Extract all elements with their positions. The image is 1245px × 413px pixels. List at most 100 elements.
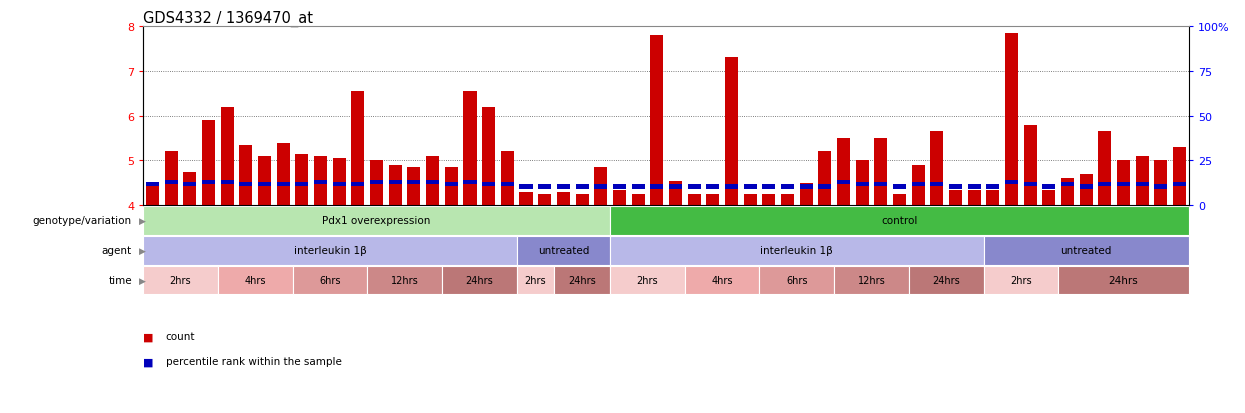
Bar xyxy=(557,192,570,206)
Text: 4hrs: 4hrs xyxy=(244,275,266,285)
Bar xyxy=(984,236,1189,265)
Bar xyxy=(610,266,685,295)
Bar xyxy=(143,206,610,235)
Bar xyxy=(538,195,552,206)
Text: 2hrs: 2hrs xyxy=(636,275,659,285)
Bar xyxy=(183,183,197,187)
Text: 2hrs: 2hrs xyxy=(1010,275,1032,285)
Bar xyxy=(202,180,215,185)
Text: 4hrs: 4hrs xyxy=(711,275,733,285)
Bar xyxy=(500,152,514,206)
Bar xyxy=(818,185,832,189)
Bar xyxy=(986,190,1000,206)
Text: Pdx1 overexpression: Pdx1 overexpression xyxy=(322,216,431,226)
Bar xyxy=(706,185,720,189)
Bar xyxy=(834,266,909,295)
Bar xyxy=(1058,266,1189,295)
Bar xyxy=(759,266,834,295)
Bar xyxy=(1042,185,1056,189)
Bar xyxy=(837,180,850,185)
Bar xyxy=(220,180,234,185)
Bar xyxy=(986,185,1000,189)
Bar xyxy=(725,185,738,189)
Bar xyxy=(1005,180,1018,185)
Bar xyxy=(911,183,925,187)
Bar xyxy=(594,185,608,189)
Bar xyxy=(613,185,626,189)
Bar xyxy=(1135,157,1149,206)
Bar xyxy=(781,185,794,189)
Bar xyxy=(762,195,776,206)
Bar xyxy=(874,139,888,206)
Bar xyxy=(594,168,608,206)
Text: interleukin 1β: interleukin 1β xyxy=(294,246,366,256)
Bar xyxy=(500,183,514,187)
Text: 24hrs: 24hrs xyxy=(1109,275,1138,285)
Bar xyxy=(557,185,570,189)
Bar xyxy=(407,168,421,206)
Bar xyxy=(276,183,290,187)
Bar xyxy=(893,195,906,206)
Bar xyxy=(239,183,253,187)
Bar xyxy=(799,185,813,189)
Bar xyxy=(818,152,832,206)
Text: untreated: untreated xyxy=(538,246,589,256)
Bar xyxy=(1154,185,1168,189)
Bar xyxy=(388,180,402,185)
Bar xyxy=(669,181,682,206)
Text: ■: ■ xyxy=(143,332,153,342)
Bar xyxy=(314,157,327,206)
Text: 24hrs: 24hrs xyxy=(466,275,493,285)
Bar xyxy=(1023,183,1037,187)
Bar xyxy=(554,266,610,295)
Bar xyxy=(650,36,664,206)
Bar xyxy=(463,180,477,185)
Bar xyxy=(143,266,218,295)
Bar xyxy=(631,195,645,206)
Bar xyxy=(517,236,610,265)
Bar xyxy=(146,183,159,187)
Bar xyxy=(930,132,944,206)
Bar xyxy=(463,92,477,206)
Bar xyxy=(893,185,906,189)
Bar xyxy=(930,183,944,187)
Text: percentile rank within the sample: percentile rank within the sample xyxy=(166,356,341,366)
Bar xyxy=(442,266,517,295)
Bar xyxy=(517,266,554,295)
Bar xyxy=(218,266,293,295)
Bar xyxy=(351,183,365,187)
Bar xyxy=(1079,185,1093,189)
Bar xyxy=(967,185,981,189)
Bar xyxy=(984,266,1058,295)
Bar xyxy=(610,206,1189,235)
Text: genotype/variation: genotype/variation xyxy=(32,216,132,226)
Text: GDS4332 / 1369470_at: GDS4332 / 1369470_at xyxy=(143,11,314,27)
Bar xyxy=(855,161,869,206)
Bar xyxy=(164,152,178,206)
Bar xyxy=(1061,179,1074,206)
Bar xyxy=(293,266,367,295)
Bar xyxy=(687,195,701,206)
Bar xyxy=(426,180,439,185)
Bar xyxy=(1023,125,1037,206)
Text: ▶: ▶ xyxy=(139,276,147,285)
Text: control: control xyxy=(881,216,918,226)
Bar xyxy=(258,183,271,187)
Bar xyxy=(687,185,701,189)
Bar xyxy=(314,180,327,185)
Bar xyxy=(610,236,984,265)
Text: 2hrs: 2hrs xyxy=(524,275,547,285)
Bar xyxy=(370,161,383,206)
Bar xyxy=(669,185,682,189)
Bar xyxy=(1061,183,1074,187)
Bar xyxy=(482,107,496,206)
Bar xyxy=(1173,183,1186,187)
Bar xyxy=(1098,183,1112,187)
Bar xyxy=(351,92,365,206)
Bar xyxy=(1042,190,1056,206)
Bar xyxy=(874,183,888,187)
Bar xyxy=(631,185,645,189)
Text: agent: agent xyxy=(102,246,132,256)
Bar xyxy=(837,139,850,206)
Bar xyxy=(220,107,234,206)
